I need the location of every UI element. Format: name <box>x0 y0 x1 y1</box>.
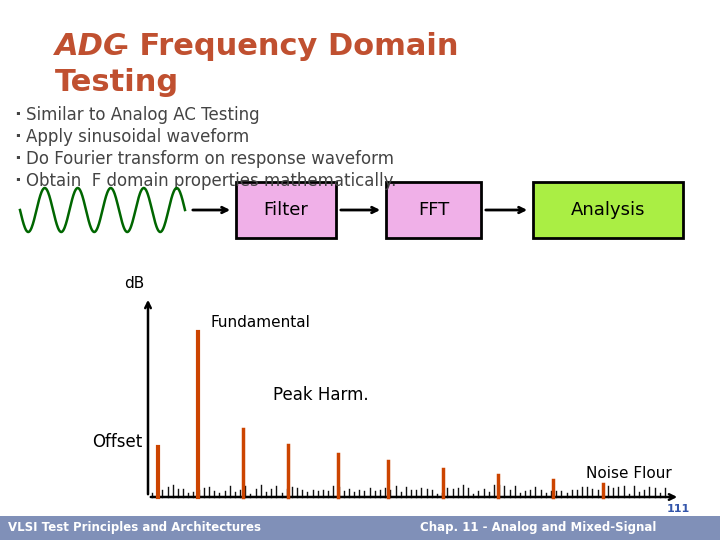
Text: Apply sinusoidal waveform: Apply sinusoidal waveform <box>26 128 249 146</box>
Text: Peak Harm.: Peak Harm. <box>273 386 369 404</box>
Text: Noise Flour: Noise Flour <box>586 466 672 481</box>
Text: FFT: FFT <box>418 201 449 219</box>
Text: dB: dB <box>124 276 144 291</box>
Text: 111: 111 <box>667 504 690 514</box>
Text: Obtain  F domain properties mathematically.: Obtain F domain properties mathematicall… <box>26 172 397 190</box>
Text: ·: · <box>14 172 21 190</box>
Bar <box>236 182 336 238</box>
Text: ADC: ADC <box>55 32 127 61</box>
Text: ·: · <box>14 128 21 146</box>
Bar <box>386 182 481 238</box>
Text: – Frequency Domain: – Frequency Domain <box>103 32 459 61</box>
Bar <box>533 182 683 238</box>
Text: Filter: Filter <box>264 201 308 219</box>
Text: ·: · <box>14 106 21 124</box>
Bar <box>0 516 720 540</box>
Text: VLSI Test Principles and Architectures: VLSI Test Principles and Architectures <box>8 522 261 535</box>
Text: Chap. 11 - Analog and Mixed-Signal: Chap. 11 - Analog and Mixed-Signal <box>420 522 657 535</box>
Text: Analysis: Analysis <box>571 201 645 219</box>
Text: ·: · <box>14 150 21 168</box>
Text: Do Fourier transform on response waveform: Do Fourier transform on response wavefor… <box>26 150 394 168</box>
Text: Offset: Offset <box>91 433 142 451</box>
Text: Similar to Analog AC Testing: Similar to Analog AC Testing <box>26 106 260 124</box>
Text: Testing: Testing <box>55 68 179 97</box>
Text: Fundamental: Fundamental <box>210 315 310 330</box>
